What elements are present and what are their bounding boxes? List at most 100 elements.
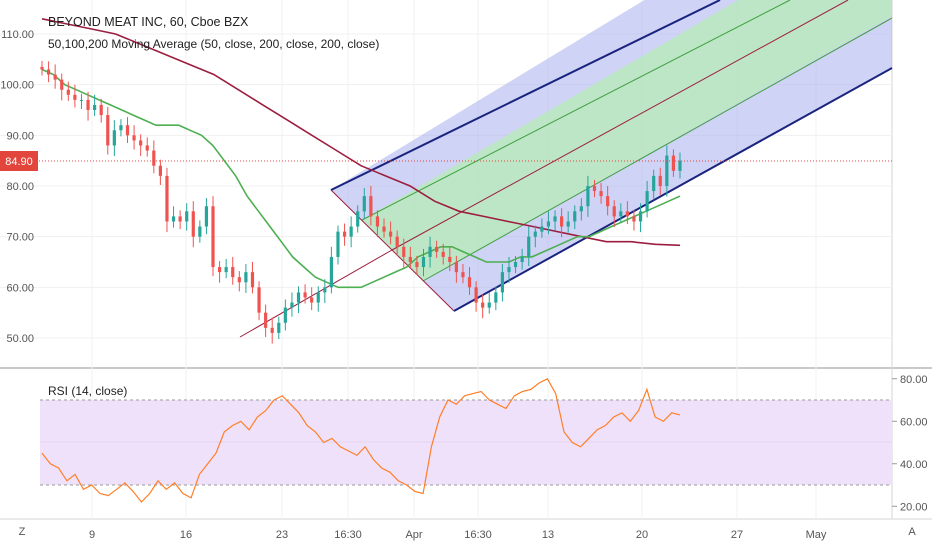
candle-body (66, 89, 70, 95)
price-tick-label: 110.00 (1, 29, 34, 41)
price-tick-label: 50.00 (6, 333, 34, 345)
candle-body (40, 66, 44, 70)
candlestick-series[interactable] (40, 60, 682, 344)
time-axis[interactable]: 9 16 23 16:30 Apr 16:30 13 20 27 May (89, 529, 827, 541)
candle-body (513, 262, 518, 268)
candle-body (481, 302, 485, 308)
candle-body (500, 272, 505, 293)
candle-body (250, 272, 255, 288)
candle-body (224, 267, 228, 273)
rsi-tick-label: 80.00 (900, 374, 928, 386)
candle-body (145, 145, 149, 151)
candle-body (507, 267, 511, 273)
candle-body (53, 74, 57, 80)
candle-body (415, 262, 419, 268)
candle-body (553, 216, 557, 222)
candle-body (158, 165, 162, 176)
candle-body (658, 175, 662, 186)
candle-body (60, 79, 64, 90)
candle-body (375, 216, 380, 227)
candle-body (402, 246, 406, 257)
pitchfork-upper-line (330, 0, 721, 191)
candle-body (474, 287, 478, 303)
candle-body (283, 307, 287, 323)
candle-body (645, 191, 649, 212)
candle-body (73, 94, 77, 100)
candle-body (125, 125, 130, 136)
candle-body (171, 216, 176, 222)
candle-body (106, 115, 110, 146)
candle-body (336, 231, 340, 257)
candle-body (527, 236, 531, 257)
candle-body (612, 206, 616, 217)
ma-fast-line[interactable] (41, 68, 681, 289)
candle-body (599, 191, 603, 197)
last-price-badge: 84.90 (0, 151, 38, 171)
time-tick-label: 27 (731, 529, 743, 541)
candle-body (652, 175, 656, 192)
candle-body (388, 231, 393, 237)
price-tick-label: 100.00 (0, 80, 34, 92)
candle-body (586, 186, 590, 207)
rsi-tick-label: 40.00 (900, 459, 928, 471)
candle-body (592, 186, 597, 192)
candle-body (185, 211, 189, 222)
candle-body (244, 272, 248, 283)
candle-body (362, 196, 366, 212)
candle-body (487, 302, 491, 308)
pitchfork-median-line (391, 0, 849, 251)
rsi-axis[interactable]: 80.00 60.00 40.00 20.00 (892, 374, 928, 514)
candle-body (494, 292, 498, 303)
candle-body (93, 104, 97, 110)
time-tick-label: 20 (636, 529, 648, 541)
price-tick-label: 60.00 (6, 282, 34, 294)
time-tick-label: 9 (89, 529, 95, 541)
candle-body (428, 246, 432, 257)
zoom-corner-button[interactable]: Z (19, 526, 26, 538)
candle-body (139, 140, 143, 146)
candle-body (606, 196, 610, 207)
candle-body (421, 256, 426, 268)
candle-body (204, 206, 209, 227)
candle-body (625, 211, 629, 217)
chart-title: BEYOND MEAT INC, 60, Cboe BZX (48, 15, 249, 29)
indicator-label[interactable]: 50,100,200 Moving Average (50, close, 20… (48, 37, 379, 51)
candle-body (671, 155, 676, 171)
time-tick-label: 16:30 (464, 529, 492, 541)
candle-body (323, 287, 327, 293)
candle-body (678, 160, 682, 171)
candle-body (277, 322, 281, 333)
candle-body (86, 99, 90, 110)
auto-scale-button[interactable]: A (908, 526, 916, 538)
candle-body (520, 256, 524, 262)
ma-slow-line[interactable] (41, 18, 681, 247)
time-tick-label: 13 (542, 529, 554, 541)
candle-body (619, 211, 623, 217)
candle-body (112, 130, 116, 146)
candle-body (79, 99, 84, 101)
candle-body (540, 226, 544, 232)
candle-body (454, 262, 458, 273)
rsi-line[interactable] (41, 378, 681, 503)
candle-body (257, 287, 261, 313)
candle-body (217, 267, 222, 273)
candle-body (264, 312, 268, 328)
rsi-label[interactable]: RSI (14, close) (48, 384, 127, 398)
candle-body (152, 150, 156, 166)
candle-body (382, 226, 386, 232)
time-tick-label: May (806, 529, 827, 541)
candle-body (638, 211, 643, 222)
candle-body (573, 211, 577, 222)
rsi-tick-label: 20.00 (900, 501, 928, 513)
candle-body (369, 196, 373, 217)
candle-body (316, 292, 320, 303)
candle-body (290, 302, 294, 308)
candle-body (237, 277, 241, 283)
candle-body (198, 226, 202, 237)
candle-body (395, 236, 399, 247)
price-axis[interactable]: 110.00 100.00 90.00 80.00 70.00 60.00 50.00 (0, 29, 34, 345)
price-tick-label: 90.00 (6, 130, 34, 142)
pitchfork-drawing[interactable] (239, 0, 893, 338)
candle-body (441, 251, 445, 257)
